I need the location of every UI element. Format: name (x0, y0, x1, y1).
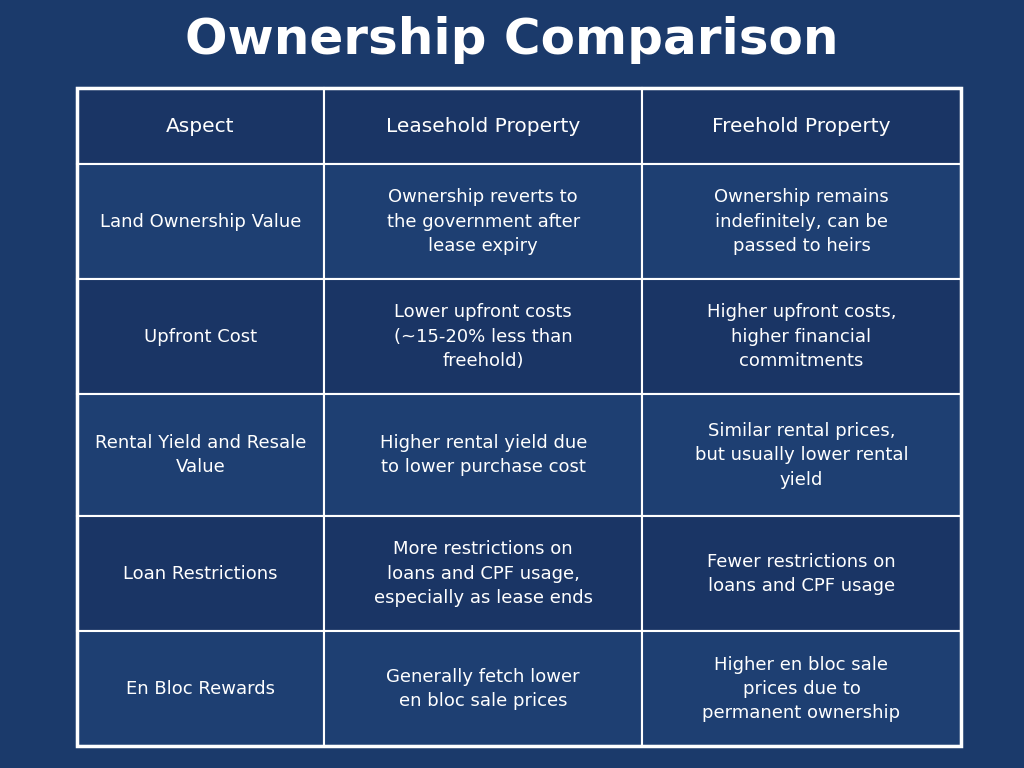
Text: Higher upfront costs,
higher financial
commitments: Higher upfront costs, higher financial c… (707, 303, 896, 370)
Bar (325, 516, 642, 631)
Bar (77, 164, 325, 280)
Text: Leasehold Property: Leasehold Property (386, 117, 581, 136)
Text: Similar rental prices,
but usually lower rental
yield: Similar rental prices, but usually lower… (694, 422, 908, 488)
Bar (325, 280, 642, 395)
Bar (325, 164, 642, 280)
Text: Fewer restrictions on
loans and CPF usage: Fewer restrictions on loans and CPF usag… (708, 552, 896, 595)
Text: Ownership Comparison: Ownership Comparison (185, 16, 839, 64)
Text: Ownership reverts to
the government after
lease expiry: Ownership reverts to the government afte… (387, 188, 580, 255)
Bar (325, 395, 642, 516)
Bar (77, 280, 325, 395)
Text: Upfront Cost: Upfront Cost (144, 328, 257, 346)
Text: Freehold Property: Freehold Property (713, 117, 891, 136)
Text: Loan Restrictions: Loan Restrictions (123, 564, 278, 583)
Bar (642, 164, 961, 280)
Text: Higher en bloc sale
prices due to
permanent ownership: Higher en bloc sale prices due to perman… (702, 656, 900, 722)
Text: Land Ownership Value: Land Ownership Value (99, 213, 301, 230)
Bar (642, 88, 961, 164)
Bar (642, 280, 961, 395)
Bar (325, 631, 642, 746)
Text: Generally fetch lower
en bloc sale prices: Generally fetch lower en bloc sale price… (386, 667, 581, 710)
Text: Lower upfront costs
(~15-20% less than
freehold): Lower upfront costs (~15-20% less than f… (394, 303, 572, 370)
Text: Rental Yield and Resale
Value: Rental Yield and Resale Value (95, 434, 306, 476)
Text: Higher rental yield due
to lower purchase cost: Higher rental yield due to lower purchas… (380, 434, 587, 476)
Text: Aspect: Aspect (166, 117, 234, 136)
Bar (642, 395, 961, 516)
Bar (77, 88, 325, 164)
Bar (77, 395, 325, 516)
Text: Ownership remains
indefinitely, can be
passed to heirs: Ownership remains indefinitely, can be p… (714, 188, 889, 255)
Bar (642, 516, 961, 631)
Bar (77, 631, 325, 746)
Bar (77, 88, 961, 746)
Bar (77, 516, 325, 631)
Bar (642, 631, 961, 746)
Text: En Bloc Rewards: En Bloc Rewards (126, 680, 275, 698)
Text: More restrictions on
loans and CPF usage,
especially as lease ends: More restrictions on loans and CPF usage… (374, 541, 593, 607)
Bar (325, 88, 642, 164)
